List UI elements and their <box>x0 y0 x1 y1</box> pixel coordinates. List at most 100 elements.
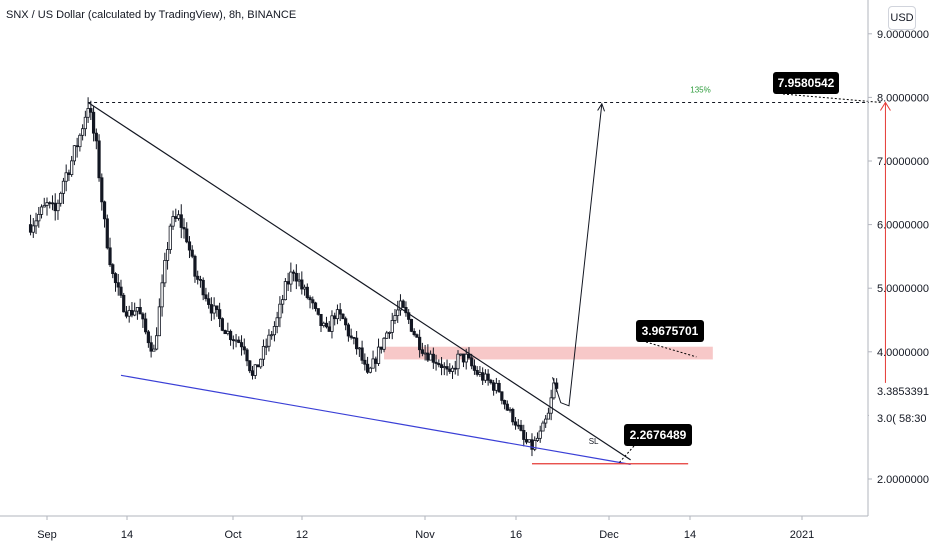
candle-body <box>461 353 466 363</box>
axis-marker-label: 3.0( 58:30 <box>877 413 927 425</box>
y-tick-label: 9.0000000 <box>877 29 929 41</box>
candle-body <box>248 360 252 372</box>
y-tick-label: 6.0000000 <box>877 220 929 232</box>
candle-body <box>412 330 416 336</box>
candle-body <box>146 331 150 344</box>
candle-body <box>267 334 271 347</box>
candle-body <box>138 307 142 315</box>
candle-body <box>209 304 213 314</box>
candle-body <box>349 335 353 338</box>
candle-body <box>259 358 263 368</box>
candle-body <box>308 297 312 301</box>
candle-body <box>434 361 438 364</box>
candle-body <box>122 294 126 313</box>
candle-body <box>91 111 96 134</box>
candle-body <box>415 334 419 338</box>
candle-body <box>228 330 233 341</box>
candle-body <box>289 271 293 285</box>
candle-body <box>204 294 208 300</box>
candle-body <box>453 367 457 370</box>
candle-body <box>519 424 523 431</box>
support-trendline <box>120 374 631 465</box>
candle-body <box>442 366 446 368</box>
target-callout-text: 7.9580542 <box>778 76 835 90</box>
candle-body <box>168 225 172 250</box>
candle-body <box>152 348 156 352</box>
candle-body <box>75 145 79 148</box>
candle-body <box>305 286 309 298</box>
candle-body <box>201 279 205 296</box>
x-tick-label: Dec <box>599 529 619 541</box>
candle-body <box>374 358 378 364</box>
x-tick-label: Nov <box>415 529 435 541</box>
candle-body <box>481 372 485 381</box>
candle-body <box>42 205 46 208</box>
candle-body <box>404 307 408 314</box>
projection-arrowhead <box>597 102 606 112</box>
candle-body <box>486 373 490 381</box>
candle-body <box>72 145 76 162</box>
axis-marker-bg <box>869 382 932 399</box>
candle-body <box>431 353 435 363</box>
candle-body <box>135 307 140 312</box>
x-tick-label: 14 <box>121 529 133 541</box>
candle-body <box>475 370 479 375</box>
candle-body <box>105 218 109 249</box>
candle-body <box>78 134 82 148</box>
candle-body <box>291 271 296 274</box>
stop-callout-pointer <box>617 445 635 465</box>
candle-body <box>196 275 200 280</box>
x-tick-label: 12 <box>296 529 308 541</box>
candle-body <box>124 311 129 317</box>
candle-body <box>533 440 537 450</box>
candle-body <box>113 273 118 284</box>
candle-body <box>160 282 164 308</box>
candle-body <box>505 403 509 411</box>
candle-body <box>86 108 90 118</box>
candle-body <box>302 286 307 290</box>
candle-body <box>176 214 181 219</box>
candle-body <box>535 437 540 441</box>
candle-body <box>311 299 315 304</box>
candle-body <box>278 303 282 319</box>
candle-body <box>330 315 334 332</box>
candle-body <box>382 337 386 350</box>
candle-body <box>335 309 340 320</box>
candle-body <box>157 306 161 337</box>
candle-body <box>111 264 115 274</box>
candle-body <box>212 305 216 314</box>
candle-body <box>283 281 287 301</box>
candle-body <box>294 272 298 282</box>
candle-body <box>218 309 222 320</box>
candle-body <box>450 367 455 372</box>
candle-body <box>286 281 290 285</box>
candle-body <box>549 397 553 414</box>
x-tick-label: 2021 <box>790 529 814 541</box>
candle-body <box>264 345 268 348</box>
candle-body <box>187 241 192 251</box>
candle-body <box>70 160 74 176</box>
candle-body <box>428 353 433 361</box>
candle-body <box>97 140 101 179</box>
candle-body <box>483 373 488 381</box>
candle-body <box>256 364 260 368</box>
candle-body <box>81 128 85 136</box>
candle-body <box>220 318 224 331</box>
candle-body <box>67 172 71 176</box>
candle-body <box>524 439 529 443</box>
candle-body <box>39 206 44 215</box>
candle-body <box>253 364 257 376</box>
candle-body <box>464 353 468 363</box>
candle-body <box>28 224 33 233</box>
currency-button[interactable]: USD <box>888 6 916 30</box>
candle-body <box>527 439 531 443</box>
zone-callout-text: 3.9675701 <box>642 324 699 338</box>
candle-body <box>376 346 381 364</box>
candle-body <box>538 430 542 439</box>
candle-body <box>119 286 123 296</box>
target-callout-box <box>773 72 839 94</box>
candle-body <box>390 320 394 333</box>
candle-body <box>352 336 356 339</box>
candle-body <box>182 227 186 230</box>
